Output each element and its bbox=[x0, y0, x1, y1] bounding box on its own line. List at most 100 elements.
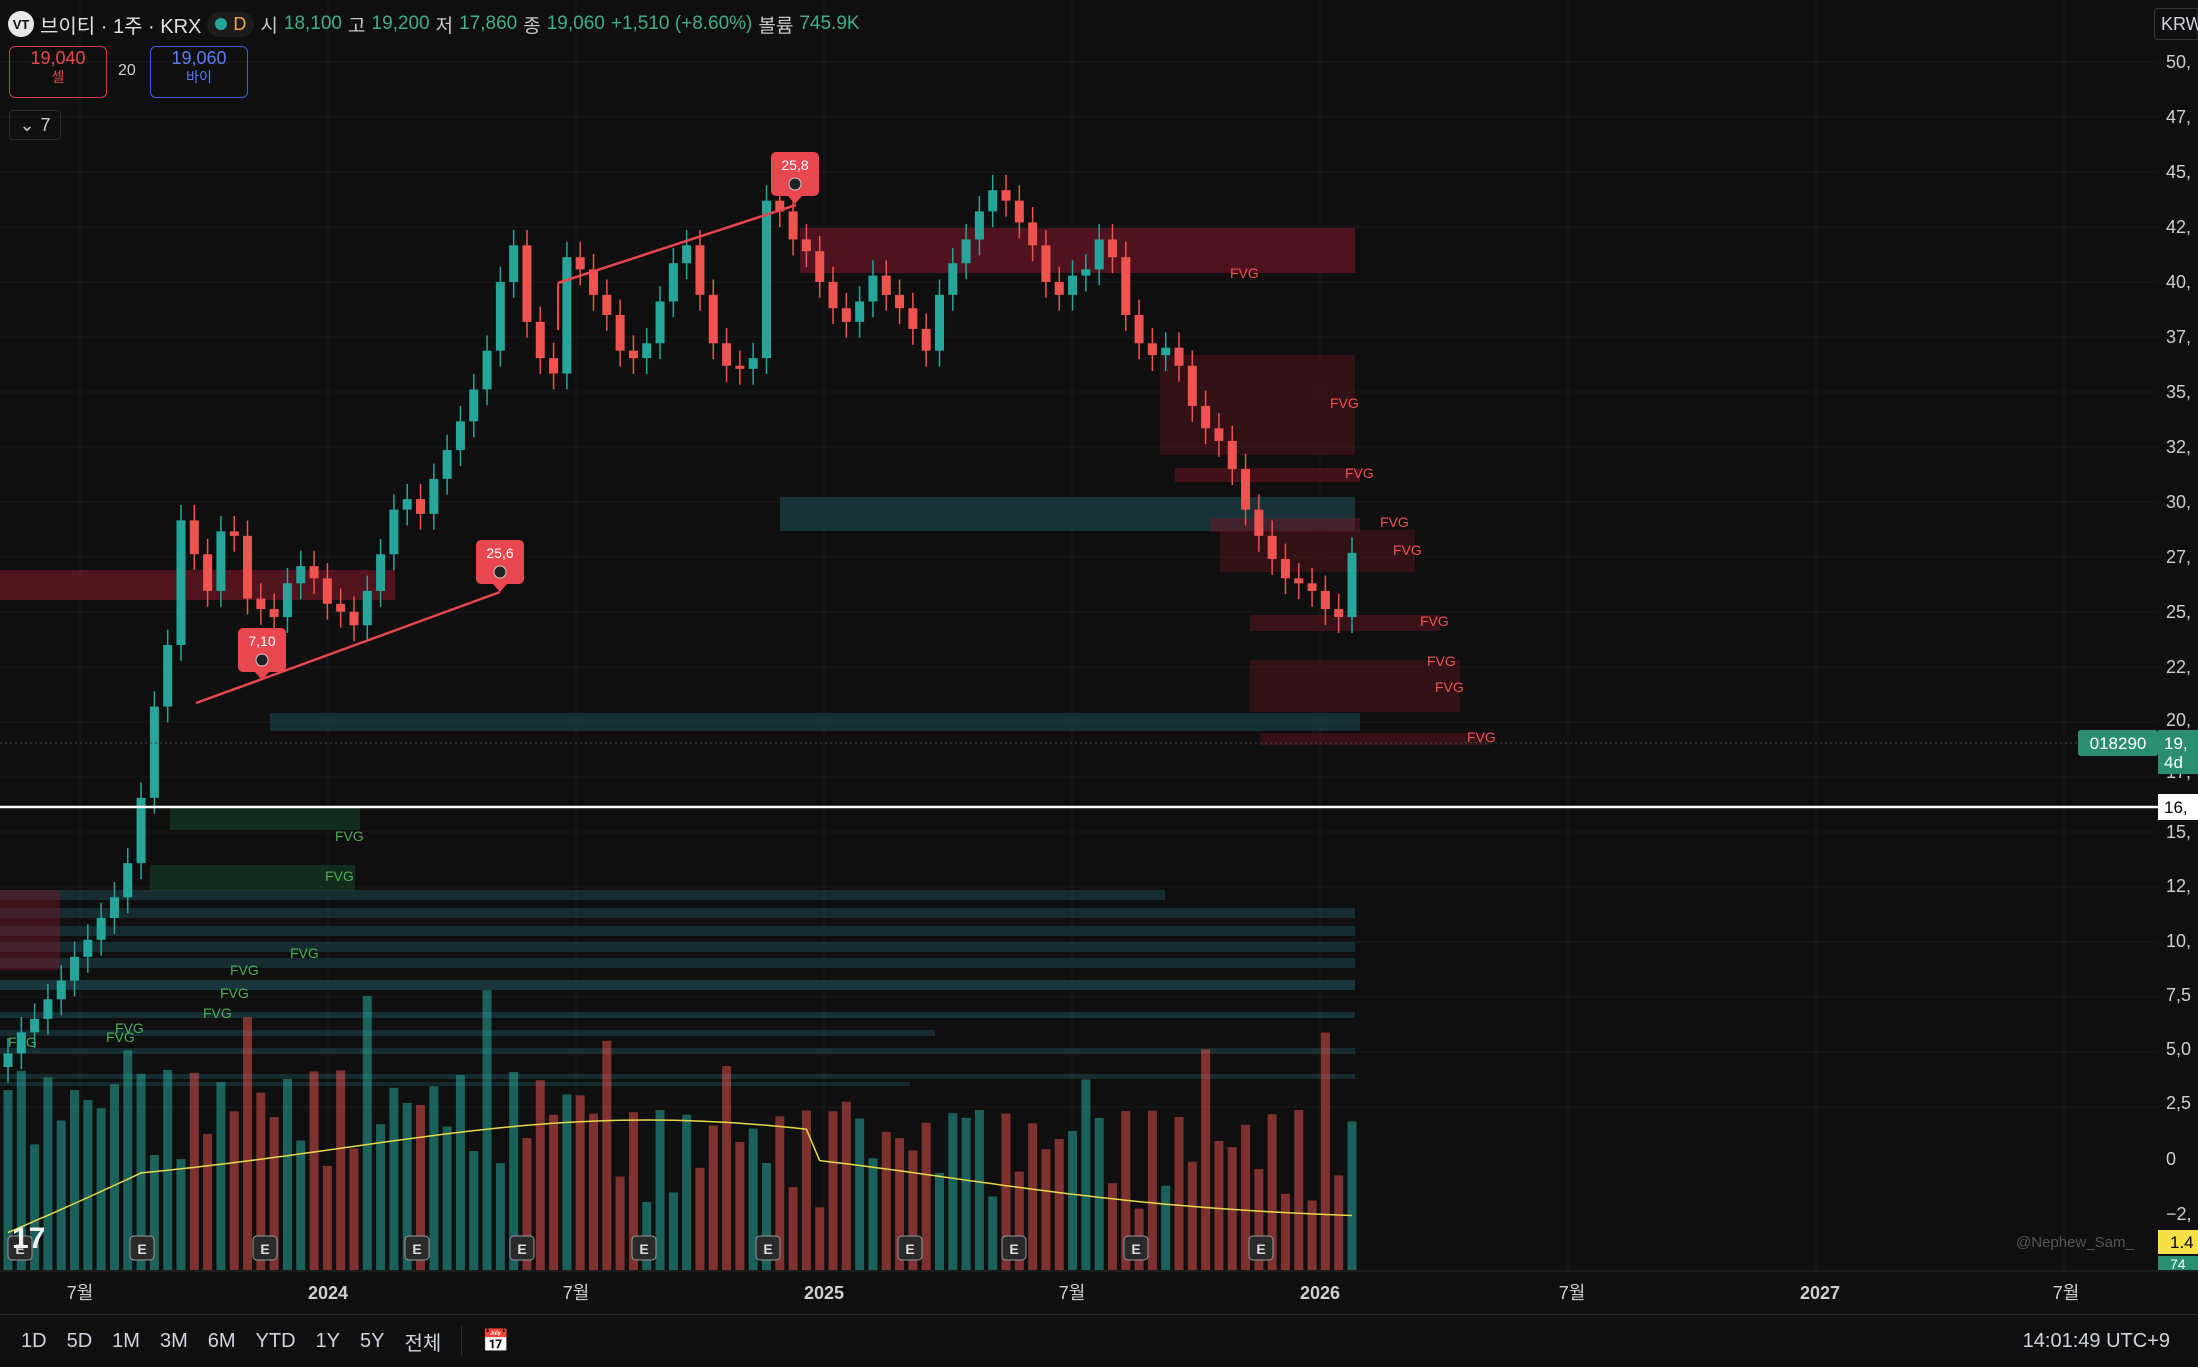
currency-selector[interactable]: KRW bbox=[2154, 8, 2198, 40]
tradingview-logo[interactable]: 17 bbox=[12, 1222, 46, 1255]
candle-body bbox=[362, 590, 372, 626]
candle-body bbox=[455, 421, 465, 451]
symbol-title[interactable]: 브이티 · 1주 · KRX bbox=[40, 15, 202, 38]
go-to-date-icon[interactable]: 📅 bbox=[482, 1328, 510, 1353]
watermark: @Nephew_Sam_ bbox=[2016, 1234, 2134, 1251]
volume-bar bbox=[1014, 1171, 1024, 1270]
volume-label: 볼륨 bbox=[758, 15, 794, 37]
candle-body bbox=[1041, 245, 1051, 282]
candle-body bbox=[1334, 609, 1344, 618]
time-axis-label: 2026 bbox=[1300, 1283, 1340, 1303]
price-axis-label: −2, bbox=[2166, 1204, 2192, 1224]
volume-bar bbox=[469, 1151, 479, 1270]
candle-body bbox=[1187, 365, 1197, 406]
candle-body bbox=[1307, 583, 1317, 591]
volume-bar bbox=[256, 1092, 266, 1270]
fvg-zone bbox=[1220, 530, 1415, 572]
volume-bar bbox=[30, 1144, 40, 1270]
volume-bar bbox=[376, 1124, 386, 1270]
volume-bar bbox=[549, 1114, 559, 1270]
range-5y[interactable]: 5Y bbox=[360, 1329, 385, 1352]
price-axis-label: 40, bbox=[2166, 272, 2191, 292]
price-axis-label: 32, bbox=[2166, 437, 2191, 457]
candle-body bbox=[1081, 269, 1091, 276]
volume-bar bbox=[868, 1158, 878, 1270]
price-axis-label: 50, bbox=[2166, 52, 2191, 72]
range-5d[interactable]: 5D bbox=[66, 1329, 93, 1352]
volume-bar bbox=[881, 1131, 891, 1270]
candle-body bbox=[1134, 314, 1144, 344]
price-axis-label: 27, bbox=[2166, 547, 2191, 567]
candle-body bbox=[136, 797, 146, 864]
candle-body bbox=[815, 251, 825, 282]
volume-bar bbox=[70, 1090, 80, 1270]
symbol-header: VT 브이티 · 1주 · KRX D 시 18,100 고 19,200 저 17,… bbox=[8, 8, 860, 40]
candle-body bbox=[668, 263, 678, 302]
signal-marker-pointer bbox=[493, 584, 507, 592]
price-axis-label: 0 bbox=[2166, 1149, 2176, 1169]
candle-body bbox=[3, 1053, 13, 1067]
candle-body bbox=[1147, 343, 1157, 356]
fvg-zone bbox=[0, 942, 1355, 952]
range-6m[interactable]: 6M bbox=[207, 1329, 236, 1352]
range-1d[interactable]: 1D bbox=[21, 1329, 47, 1352]
fvg-label: FVG bbox=[1345, 465, 1374, 481]
volume-bar bbox=[1214, 1140, 1224, 1270]
line-price-text: 16, bbox=[2164, 798, 2188, 817]
earnings-badge bbox=[1001, 1235, 1027, 1261]
signal-marker-label: 25,6 bbox=[486, 545, 513, 561]
range-1m[interactable]: 1M bbox=[112, 1329, 140, 1352]
fvg-zone bbox=[0, 1082, 910, 1086]
volume-bar bbox=[934, 1172, 944, 1270]
signal-marker-box bbox=[476, 540, 524, 584]
open-value: 18,100 bbox=[283, 13, 343, 34]
timezone-clock[interactable]: 14:01:49 UTC+9 bbox=[2022, 1329, 2170, 1352]
volume-bar bbox=[282, 1079, 292, 1270]
spread-value: 20 bbox=[118, 62, 136, 79]
volume-bar bbox=[828, 1111, 838, 1270]
candle-body bbox=[948, 263, 958, 295]
signal-marker-box bbox=[238, 628, 286, 672]
price-axis-label: 30, bbox=[2166, 492, 2191, 512]
buy-label: 바이 bbox=[186, 69, 212, 85]
earnings-label: E bbox=[1256, 1241, 1265, 1257]
volume-bar bbox=[389, 1087, 399, 1270]
fvg-zone bbox=[150, 865, 355, 891]
time-axis-label: 7월 bbox=[1059, 1283, 1086, 1303]
fvg-zone bbox=[0, 1074, 1355, 1079]
fvg-zone bbox=[1250, 615, 1440, 631]
candle-body bbox=[655, 301, 665, 344]
volume-bar bbox=[1174, 1116, 1184, 1270]
range-1y[interactable]: 1Y bbox=[315, 1329, 341, 1352]
volume-bar bbox=[522, 1137, 532, 1270]
buy-button[interactable]: 19,060 바이 bbox=[150, 46, 248, 98]
market-status[interactable]: D bbox=[207, 11, 255, 37]
volume-bar bbox=[495, 1163, 505, 1270]
earnings-badge bbox=[755, 1235, 781, 1261]
volume-bar bbox=[895, 1138, 905, 1270]
candle-body bbox=[389, 509, 399, 555]
sell-price: 19,040 bbox=[30, 48, 86, 68]
earnings-badge bbox=[404, 1235, 430, 1261]
time-axis: 7월 2024 7월 2025 7월 2026 7월 2027 7월 bbox=[0, 1270, 2198, 1303]
range-ytd[interactable]: YTD bbox=[255, 1329, 296, 1352]
candle-body bbox=[602, 294, 612, 315]
candle-body bbox=[974, 211, 984, 240]
volume-bar bbox=[16, 1070, 26, 1270]
sell-button[interactable]: 19,040 셀 bbox=[9, 46, 107, 98]
indicators-toggle[interactable]: ⌄ 7 bbox=[9, 110, 61, 140]
range-all[interactable]: 전체 bbox=[404, 1332, 442, 1355]
fvg-zone bbox=[0, 1012, 1355, 1018]
buy-price: 19,060 bbox=[171, 48, 227, 68]
close-label: 종 bbox=[523, 15, 541, 37]
chevron-down-icon: ⌄ bbox=[19, 114, 35, 135]
volume-bar bbox=[136, 1073, 146, 1270]
earnings-badge bbox=[1123, 1235, 1149, 1261]
trendline bbox=[195, 676, 266, 705]
candle-body bbox=[203, 554, 213, 591]
range-3m[interactable]: 3M bbox=[159, 1329, 188, 1352]
volume-bar bbox=[1041, 1149, 1051, 1270]
candle-body bbox=[176, 520, 186, 645]
